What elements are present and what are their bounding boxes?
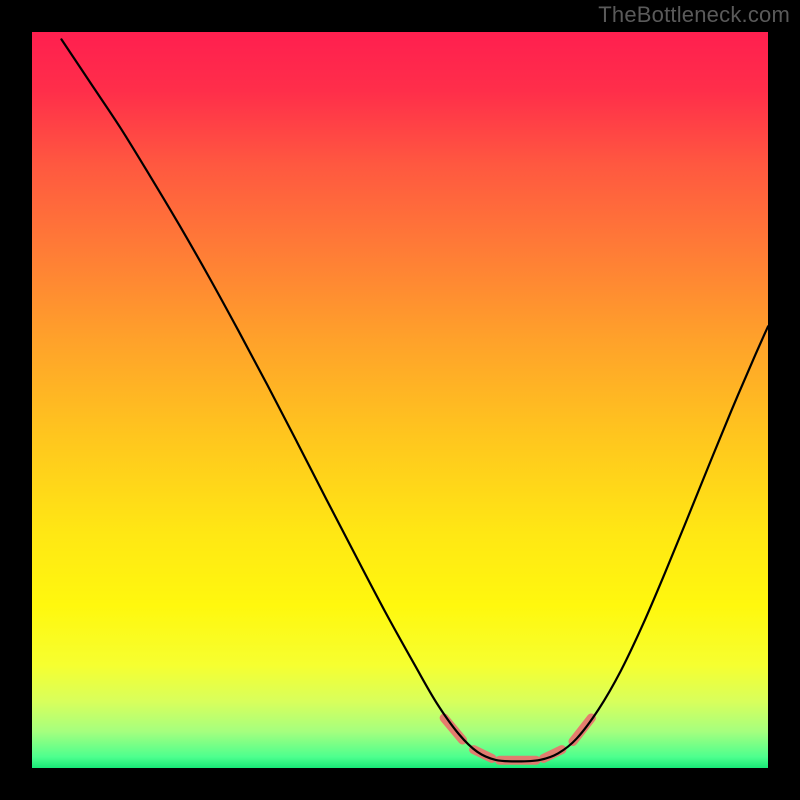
bottleneck-curve-chart — [32, 32, 768, 768]
chart-container: TheBottleneck.com — [0, 0, 800, 800]
attribution-text: TheBottleneck.com — [598, 2, 790, 28]
gradient-background — [32, 32, 768, 768]
